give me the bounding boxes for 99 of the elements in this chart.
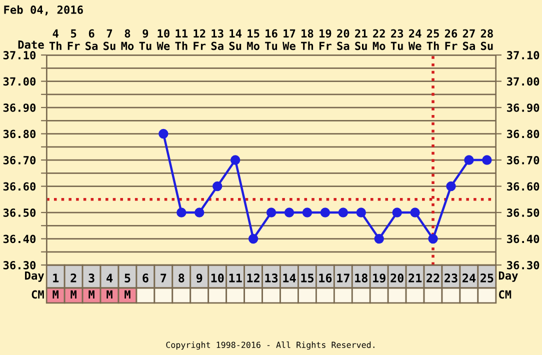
x-tick-label: 28 Su xyxy=(480,29,493,50)
y-tick-label: 36.50 xyxy=(3,208,36,217)
text: Day xyxy=(498,271,518,282)
point xyxy=(446,181,456,192)
point xyxy=(338,208,348,218)
y2-tick-label: 36.60 xyxy=(507,182,540,191)
point xyxy=(482,155,492,165)
point xyxy=(284,208,294,218)
x-tick-label: 12 Fr xyxy=(194,29,206,50)
y-tick-label: 36.90 xyxy=(3,103,36,112)
text: CM xyxy=(32,290,44,299)
x2-tick-label: 24 xyxy=(462,274,476,282)
text: M xyxy=(106,290,112,299)
x2-tick-label: 7 xyxy=(160,274,166,282)
point xyxy=(374,234,384,244)
x2-tick-label: 25 xyxy=(480,274,494,282)
x-tick-label: 14 Su xyxy=(229,29,242,50)
x-tick-label: 15 Mo xyxy=(247,29,260,50)
x-tick-label: 5 Fr xyxy=(68,29,80,50)
x2-axis-title: Day xyxy=(25,271,44,282)
y-tick-label: 36.40 xyxy=(3,234,36,244)
y2-tick-label: 36.50 xyxy=(507,208,540,217)
x-tick-label: 13 Sa xyxy=(211,29,224,50)
text: M xyxy=(88,290,94,299)
x-tick-label: 18 Th xyxy=(301,29,314,50)
x-tick-label: 10 We xyxy=(156,29,170,50)
x2-tick-label: 17 xyxy=(337,274,350,282)
x-tick-label: 24 We xyxy=(408,29,422,50)
x-tick-label: 19 Fr xyxy=(319,29,332,50)
x2-tick-label: 13 xyxy=(265,274,278,282)
x2-tick-label: 3 xyxy=(88,274,94,282)
y-tick-label: 36.30 xyxy=(3,260,36,270)
y-tick-label: 37.00 xyxy=(3,77,36,86)
x-tick-label: 22 Mo xyxy=(372,29,386,50)
x2-tick-label: 8 xyxy=(178,274,184,282)
point xyxy=(230,155,240,165)
point xyxy=(248,234,258,244)
x2-tick-label: 20 xyxy=(390,274,404,282)
point xyxy=(392,208,402,218)
point xyxy=(158,128,168,139)
x-tick-label: 20 Sa xyxy=(337,29,350,50)
x2-tick-label: 12 xyxy=(247,274,260,282)
y-tick-label: 36.70 xyxy=(3,156,36,164)
x-tick-label: 4 Th xyxy=(49,29,62,50)
point xyxy=(410,208,420,218)
x2-tick-label: 21 xyxy=(408,274,422,282)
point xyxy=(212,181,222,192)
text: CM xyxy=(499,290,512,299)
y-tick-label: 36.60 xyxy=(3,182,36,191)
x2-tick-label: 19 xyxy=(373,274,386,283)
x2-tick-label: 15 xyxy=(301,274,314,282)
x-tick-label: 25 Th xyxy=(426,29,439,50)
chart-title: Feb 04, 2016 xyxy=(4,5,83,16)
x-tick-label: 27 Sa xyxy=(462,29,475,50)
point xyxy=(320,208,330,218)
point xyxy=(428,234,438,244)
x2-tick-label: 22 xyxy=(426,274,440,282)
x2-tick-label: 11 xyxy=(229,274,242,282)
x2-tick-label: 18 xyxy=(355,274,368,282)
text: M xyxy=(70,290,76,299)
x2-tick-label: 23 xyxy=(444,274,458,282)
y2-tick-label: 37.00 xyxy=(507,77,540,86)
x2-tick-label: 14 xyxy=(283,274,296,282)
x2-tick-label: 5 xyxy=(124,274,130,282)
x-axis-title: Date xyxy=(18,40,44,49)
y2-tick-label: 36.70 xyxy=(507,156,540,164)
y2-tick-label: 36.30 xyxy=(507,260,540,270)
x2-tick-label: 10 xyxy=(211,274,224,282)
x2-tick-label: 1 xyxy=(53,274,59,282)
text: M xyxy=(52,290,58,299)
x2-tick-label: 4 xyxy=(106,274,113,282)
x-tick-label: 16 Tu xyxy=(265,29,278,50)
x2-tick-label: 6 xyxy=(142,274,148,282)
y2-tick-label: 36.40 xyxy=(507,234,540,244)
x-tick-label: 23 Tu xyxy=(390,29,404,50)
point xyxy=(176,208,186,218)
x2-tick-label: 9 xyxy=(196,274,202,283)
x-tick-label: 17 We xyxy=(282,29,296,50)
y2-tick-label: 36.80 xyxy=(507,130,540,138)
y-tick-label: 36.80 xyxy=(3,130,36,138)
text: Copyright 1998-2016 - All Rights Reserved. xyxy=(166,342,374,350)
x-tick-label: 11 Th xyxy=(175,29,188,50)
y2-tick-label: 36.90 xyxy=(507,103,540,112)
x-tick-label: 9 Tu xyxy=(139,29,152,50)
x-tick-label: 6 Sa xyxy=(86,29,98,50)
x2-tick-label: 16 xyxy=(319,274,332,282)
point xyxy=(194,208,204,218)
point xyxy=(464,155,474,165)
x-tick-label: 21 Su xyxy=(355,29,368,50)
x-tick-label: 26 Fr xyxy=(444,29,458,50)
point xyxy=(266,208,276,218)
x-tick-label: 7 Su xyxy=(104,29,116,50)
x2-tick-label: 2 xyxy=(70,274,76,282)
y2-tick-label: 37.10 xyxy=(507,51,540,60)
y-tick-label: 37.10 xyxy=(3,51,36,60)
x-tick-label: 8 Mo xyxy=(121,29,134,50)
point xyxy=(356,208,366,218)
text: M xyxy=(124,290,130,299)
point xyxy=(302,208,312,218)
